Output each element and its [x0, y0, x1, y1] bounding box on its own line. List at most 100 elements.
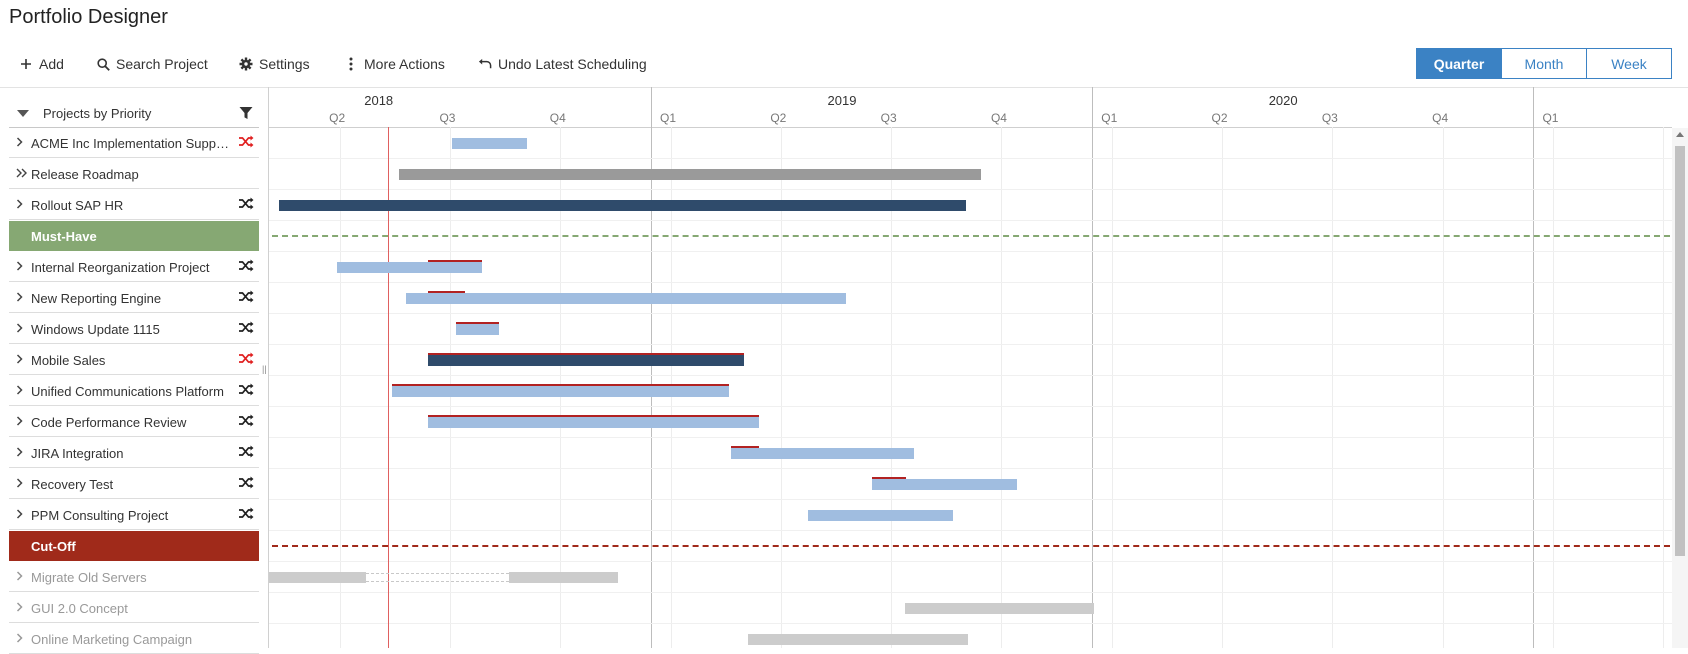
- project-name: Online Marketing Campaign: [31, 632, 193, 647]
- add-button[interactable]: Add: [19, 54, 64, 74]
- chevron-right-icon[interactable]: [16, 632, 23, 646]
- chevron-right-icon[interactable]: [16, 601, 23, 615]
- shuffle-icon[interactable]: [238, 414, 254, 430]
- gantt-bar[interactable]: [509, 572, 618, 583]
- settings-button[interactable]: Settings: [239, 54, 310, 74]
- project-name: Code Performance Review: [31, 415, 187, 430]
- group-row-cut-off[interactable]: Cut-Off: [9, 531, 259, 561]
- gantt-bar[interactable]: [872, 479, 1017, 490]
- vertical-scrollbar[interactable]: [1672, 128, 1688, 648]
- year-divider: [651, 87, 652, 648]
- list-item[interactable]: Mobile Sales: [9, 345, 259, 375]
- gantt-bar[interactable]: [337, 262, 482, 273]
- gantt-bar[interactable]: [269, 572, 366, 583]
- triangle-down-icon[interactable]: [17, 110, 29, 117]
- list-item[interactable]: Internal Reorganization Project: [9, 252, 259, 282]
- chevron-right-icon[interactable]: [16, 198, 23, 212]
- more-actions-button[interactable]: More Actions: [344, 54, 445, 74]
- chevron-right-icon[interactable]: [16, 353, 23, 367]
- month-view-button[interactable]: Month: [1501, 48, 1587, 79]
- gantt-bar[interactable]: [428, 417, 759, 428]
- chevron-right-icon[interactable]: [16, 446, 23, 460]
- row-divider: [269, 499, 1672, 500]
- overlap-indicator: [392, 384, 729, 386]
- shuffle-icon[interactable]: [238, 259, 254, 275]
- shuffle-icon[interactable]: [238, 352, 254, 368]
- gantt-bar[interactable]: [392, 386, 729, 397]
- chevron-right-icon[interactable]: [16, 477, 23, 491]
- list-item[interactable]: Windows Update 1115: [9, 314, 259, 344]
- list-item[interactable]: Online Marketing Campaign: [9, 624, 259, 654]
- chevron-right-icon[interactable]: [16, 291, 23, 305]
- chevron-right-icon[interactable]: [16, 415, 23, 429]
- year-label: 2020: [1268, 93, 1298, 108]
- list-item[interactable]: Rollout SAP HR: [9, 190, 259, 220]
- gantt-bar[interactable]: [279, 200, 966, 211]
- cut-off-cutline: [272, 545, 1670, 547]
- list-item[interactable]: Code Performance Review: [9, 407, 259, 437]
- project-name: JIRA Integration: [31, 446, 124, 461]
- today-line: [388, 127, 389, 648]
- chevron-right-icon[interactable]: [16, 260, 23, 274]
- scroll-up-icon[interactable]: [1676, 132, 1684, 137]
- gantt-bar[interactable]: [452, 138, 527, 149]
- project-name: Recovery Test: [31, 477, 114, 492]
- undo-scheduling-button[interactable]: Undo Latest Scheduling: [478, 54, 647, 74]
- quarter-label: Q1: [1101, 111, 1118, 125]
- list-item[interactable]: Recovery Test: [9, 469, 259, 499]
- group-row-must-have[interactable]: Must-Have: [9, 221, 259, 251]
- shuffle-icon[interactable]: [238, 445, 254, 461]
- gear-icon: [239, 57, 253, 71]
- shuffle-icon[interactable]: [238, 135, 254, 151]
- gantt-bar[interactable]: [428, 355, 744, 366]
- list-item[interactable]: ACME Inc Implementation Support: [9, 128, 259, 158]
- gantt-bar[interactable]: [406, 293, 846, 304]
- overlap-indicator: [428, 353, 744, 355]
- must-have-cutline: [272, 235, 1670, 237]
- vertical-dots-icon: [344, 57, 358, 71]
- gantt-bar[interactable]: [456, 324, 499, 335]
- gantt-timeline: 2018 2019 2020 Q2 Q3 Q4 Q1 Q2 Q3 Q4 Q1 Q2 Q3 Q4 Q1: [269, 87, 1672, 648]
- list-item[interactable]: GUI 2.0 Concept: [9, 593, 259, 623]
- shuffle-icon[interactable]: [238, 383, 254, 399]
- project-name: PPM Consulting Project: [31, 508, 169, 523]
- shuffle-icon[interactable]: [238, 290, 254, 306]
- list-item[interactable]: PPM Consulting Project: [9, 500, 259, 530]
- chevron-right-icon[interactable]: [16, 322, 23, 336]
- gantt-bar[interactable]: [808, 510, 953, 521]
- row-divider: [269, 220, 1672, 221]
- shuffle-icon[interactable]: [238, 197, 254, 213]
- gantt-bar[interactable]: [731, 448, 914, 459]
- overlap-indicator: [872, 477, 906, 479]
- double-chevron-right-icon[interactable]: [16, 167, 27, 181]
- gantt-bar[interactable]: [905, 603, 1094, 614]
- overlap-indicator: [428, 260, 482, 262]
- week-view-button[interactable]: Week: [1586, 48, 1672, 79]
- pane-splitter[interactable]: [268, 87, 269, 648]
- list-item[interactable]: New Reporting Engine: [9, 283, 259, 313]
- project-name: Must-Have: [31, 229, 97, 244]
- scrollbar-thumb[interactable]: [1675, 146, 1685, 556]
- chevron-right-icon[interactable]: [16, 384, 23, 398]
- row-divider: [269, 530, 1672, 531]
- list-item[interactable]: Release Roadmap: [9, 159, 259, 189]
- chevron-right-icon[interactable]: [16, 508, 23, 522]
- list-item[interactable]: Unified Communications Platform: [9, 376, 259, 406]
- list-item[interactable]: JIRA Integration: [9, 438, 259, 468]
- quarter-label: Q4: [990, 111, 1007, 125]
- gantt-bar[interactable]: [399, 169, 981, 180]
- shuffle-icon[interactable]: [238, 321, 254, 337]
- search-project-button[interactable]: Search Project: [96, 54, 208, 74]
- list-item[interactable]: Migrate Old Servers: [9, 562, 259, 592]
- project-name: Rollout SAP HR: [31, 198, 124, 213]
- project-name: GUI 2.0 Concept: [31, 601, 128, 616]
- row-divider: [269, 251, 1672, 252]
- gantt-bar[interactable]: [748, 634, 968, 645]
- shuffle-icon[interactable]: [238, 476, 254, 492]
- chevron-right-icon[interactable]: [16, 136, 23, 150]
- shuffle-icon[interactable]: [238, 507, 254, 523]
- quarter-view-button[interactable]: Quarter: [1416, 48, 1502, 79]
- chevron-right-icon[interactable]: [16, 570, 23, 584]
- filter-icon[interactable]: [239, 106, 253, 125]
- splitter-grip-icon[interactable]: ||: [262, 364, 267, 374]
